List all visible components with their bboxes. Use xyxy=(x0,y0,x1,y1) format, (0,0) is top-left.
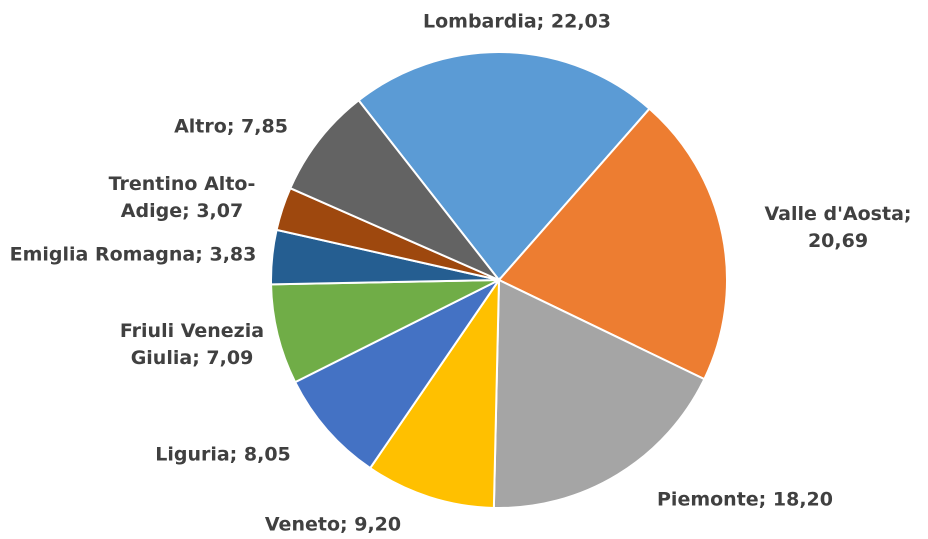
data-label: Lombardia; 22,03 xyxy=(317,9,717,36)
label-part: ; xyxy=(195,243,210,266)
slice xyxy=(492,278,706,509)
label-part: Emiglia Romagna xyxy=(9,243,196,266)
label-part: ; xyxy=(226,115,242,138)
label-part: Friuli Venezia Giulia xyxy=(119,320,265,369)
label-part: 3,07 xyxy=(196,200,244,222)
slice xyxy=(293,277,503,470)
label-part: 18,20 xyxy=(772,488,833,511)
label-part: Piemonte xyxy=(657,488,759,511)
data-label: Valle d'Aosta; 20,69 xyxy=(743,201,928,255)
label-part: ; xyxy=(340,513,355,536)
label-part: 8,05 xyxy=(243,443,291,466)
label-part: 9,20 xyxy=(354,513,402,536)
label-part: Liguria xyxy=(155,443,230,466)
label-part: ; xyxy=(536,10,551,33)
label-part: ; xyxy=(182,200,197,222)
label-part: Altro xyxy=(174,115,227,138)
label-part: 20,69 xyxy=(807,230,869,252)
data-label: Piemonte; 18,20 xyxy=(595,487,895,514)
data-label: Friuli Venezia Giulia; 7,09 xyxy=(92,318,292,372)
label-part: 22,03 xyxy=(550,10,611,33)
label-part: 7,09 xyxy=(206,347,254,369)
slice xyxy=(368,276,501,509)
label-part: ; xyxy=(192,347,207,369)
label-part: ; xyxy=(903,203,919,225)
data-label: Emiglia Romagna; 3,83 xyxy=(0,242,268,269)
data-label: Veneto; 9,20 xyxy=(203,512,463,539)
label-part: Trentino Alto-Adige xyxy=(108,173,256,222)
slice xyxy=(288,98,500,281)
label-part: ; xyxy=(758,488,773,511)
slice xyxy=(497,107,728,381)
label-part: Veneto xyxy=(264,513,340,536)
label-part: Valle d'Aosta xyxy=(764,203,904,225)
label-part: 7,85 xyxy=(241,115,288,138)
label-part: ; xyxy=(229,443,244,466)
data-label: Liguria; 8,05 xyxy=(93,442,353,469)
data-label: Altro; 7,85 xyxy=(101,114,361,141)
label-part: 3,83 xyxy=(209,243,257,266)
slice xyxy=(270,279,500,384)
slice xyxy=(357,51,651,282)
label-part: Lombardia xyxy=(422,10,537,33)
data-label: Trentino Alto-Adige; 3,07 xyxy=(87,171,277,225)
